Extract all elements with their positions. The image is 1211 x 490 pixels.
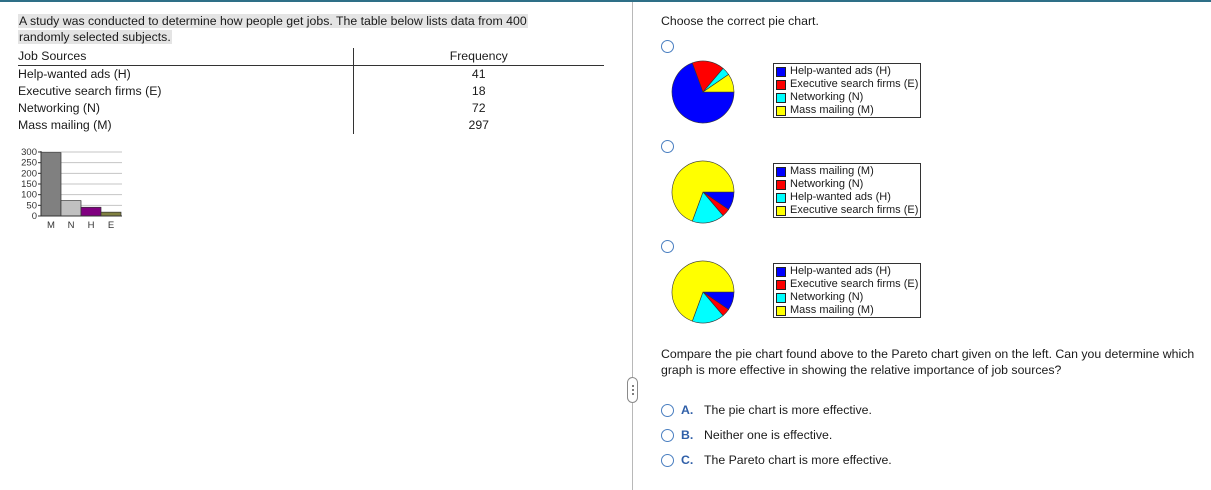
- pie-option-2[interactable]: Mass mailing (M) Networking (N) Help-wan…: [671, 160, 922, 227]
- pie-legend: Help-wanted ads (H) Executive search fir…: [773, 63, 922, 118]
- top-rule: [0, 0, 1211, 2]
- table-row: Executive search firms (E) 18: [18, 83, 604, 100]
- row-source: Networking (N): [18, 100, 354, 117]
- x-category-label: N: [68, 220, 75, 231]
- legend-entry: Mass mailing (M): [776, 165, 918, 178]
- y-tick-label: 200: [21, 168, 37, 179]
- pie-legend: Mass mailing (M) Networking (N) Help-wan…: [773, 163, 922, 218]
- bar: [80, 206, 102, 217]
- legend-entry: Help-wanted ads (H): [776, 191, 918, 204]
- answer-text: Neither one is effective.: [704, 428, 833, 442]
- row-frequency: 18: [471, 84, 486, 98]
- table-row: Networking (N) 72: [18, 100, 604, 117]
- answer-a-radio[interactable]: [661, 403, 674, 417]
- y-tick-label: 300: [21, 147, 37, 158]
- answer-option-a[interactable]: A. The pie chart is more effective.: [661, 402, 872, 418]
- legend-entry: Executive search firms (E): [776, 204, 918, 217]
- row-frequency: 72: [471, 101, 486, 115]
- row-frequency: 41: [471, 67, 486, 81]
- legend-entry: Networking (N): [776, 91, 918, 104]
- problem-intro: A study was conducted to determine how p…: [18, 14, 528, 44]
- y-tick-label: 100: [21, 190, 37, 201]
- answer-text: The Pareto chart is more effective.: [704, 453, 892, 467]
- pie-option-3[interactable]: Help-wanted ads (H) Executive search fir…: [671, 260, 922, 327]
- answer-b-radio[interactable]: [661, 428, 674, 442]
- y-tick-label: 50: [26, 200, 37, 211]
- pie-option-1[interactable]: Help-wanted ads (H) Executive search fir…: [671, 60, 922, 127]
- row-source: Help-wanted ads (H): [18, 65, 354, 83]
- legend-entry: Executive search firms (E): [776, 278, 918, 291]
- pie-question-prompt: Choose the correct pie chart.: [661, 14, 819, 28]
- legend-entry: Executive search firms (E): [776, 78, 918, 91]
- pie-slice: [671, 260, 735, 322]
- table-row: Mass mailing (M) 297: [18, 117, 604, 134]
- legend-entry: Mass mailing (M): [776, 304, 918, 317]
- answer-letter: B.: [681, 428, 694, 442]
- x-category-label: M: [47, 220, 55, 231]
- pie-option-1-radio[interactable]: [661, 40, 674, 53]
- pie-option-2-radio[interactable]: [661, 140, 674, 153]
- legend-entry: Help-wanted ads (H): [776, 265, 918, 278]
- row-frequency: 297: [468, 118, 490, 132]
- x-category-label: H: [88, 220, 95, 231]
- answer-letter: A.: [681, 403, 694, 417]
- pie-option-3-radio[interactable]: [661, 240, 674, 253]
- pie-chart: [671, 160, 735, 224]
- answer-c-radio[interactable]: [661, 453, 674, 467]
- pie-slice: [671, 62, 735, 124]
- column-header-job-sources: Job Sources: [18, 48, 354, 66]
- answer-option-c[interactable]: C. The Pareto chart is more effective.: [661, 452, 892, 468]
- table-row: Help-wanted ads (H) 41: [18, 65, 604, 83]
- legend-entry: Networking (N): [776, 178, 918, 191]
- answer-option-b[interactable]: B. Neither one is effective.: [661, 427, 832, 443]
- pie-slice: [702, 74, 735, 93]
- legend-entry: Help-wanted ads (H): [776, 65, 918, 78]
- pane-resize-handle[interactable]: [627, 377, 638, 403]
- answer-text: The pie chart is more effective.: [704, 403, 872, 417]
- legend-entry: Networking (N): [776, 291, 918, 304]
- bar: [60, 200, 82, 217]
- table-header-row: Job Sources Frequency: [18, 48, 604, 66]
- answer-letter: C.: [681, 453, 694, 467]
- right-pane: Choose the correct pie chart. Help-wante…: [633, 2, 1211, 490]
- job-sources-table: Job Sources Frequency Help-wanted ads (H…: [18, 48, 604, 134]
- legend-entry: Mass mailing (M): [776, 104, 918, 117]
- bar: [40, 152, 62, 217]
- compare-question-prompt: Compare the pie chart found above to the…: [661, 347, 1195, 377]
- column-header-frequency: Frequency: [353, 48, 604, 66]
- pie-chart: [671, 60, 735, 124]
- y-tick-label: 150: [21, 179, 37, 190]
- pie-slice: [671, 160, 735, 222]
- left-pane: A study was conducted to determine how p…: [0, 2, 632, 490]
- row-source: Mass mailing (M): [18, 117, 354, 134]
- pie-chart: [671, 260, 735, 324]
- x-category-label: E: [108, 220, 114, 231]
- pie-legend: Help-wanted ads (H) Executive search fir…: [773, 263, 922, 318]
- y-tick-label: 250: [21, 158, 37, 169]
- bar: [100, 211, 122, 217]
- pane-divider: [632, 2, 633, 490]
- row-source: Executive search firms (E): [18, 83, 354, 100]
- y-tick-label: 0: [32, 211, 37, 222]
